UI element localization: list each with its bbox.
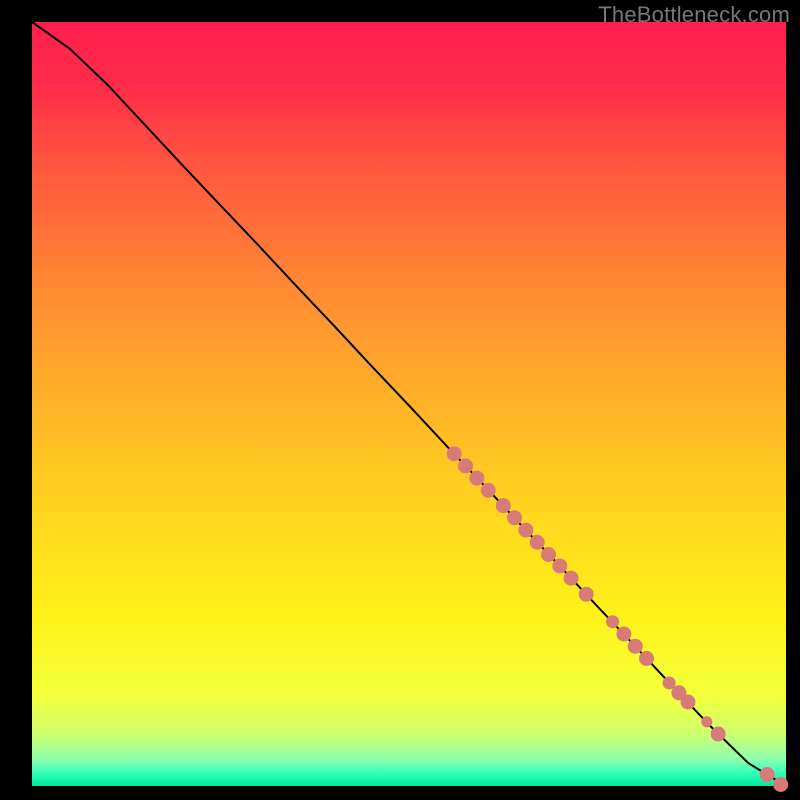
scatter-point <box>617 627 631 641</box>
scatter-point <box>640 651 654 665</box>
scatter-point <box>553 559 567 573</box>
scatter-point <box>470 471 484 485</box>
scatter-point <box>760 768 774 782</box>
bottleneck-chart <box>0 0 800 800</box>
scatter-point <box>496 499 510 513</box>
scatter-point <box>628 639 642 653</box>
scatter-point <box>447 447 461 461</box>
scatter-point <box>681 695 695 709</box>
scatter-point <box>711 727 725 741</box>
scatter-point <box>459 459 473 473</box>
scatter-point <box>607 616 619 628</box>
scatter-point <box>481 483 495 497</box>
scatter-point <box>508 511 522 525</box>
scatter-point <box>774 778 788 792</box>
watermark-text: TheBottleneck.com <box>598 2 790 28</box>
scatter-point <box>663 677 675 689</box>
scatter-point <box>530 535 544 549</box>
scatter-point <box>542 548 556 562</box>
scatter-point <box>702 717 712 727</box>
scatter-point <box>579 587 593 601</box>
gradient-background <box>32 22 786 786</box>
scatter-point <box>519 523 533 537</box>
scatter-point <box>564 571 578 585</box>
